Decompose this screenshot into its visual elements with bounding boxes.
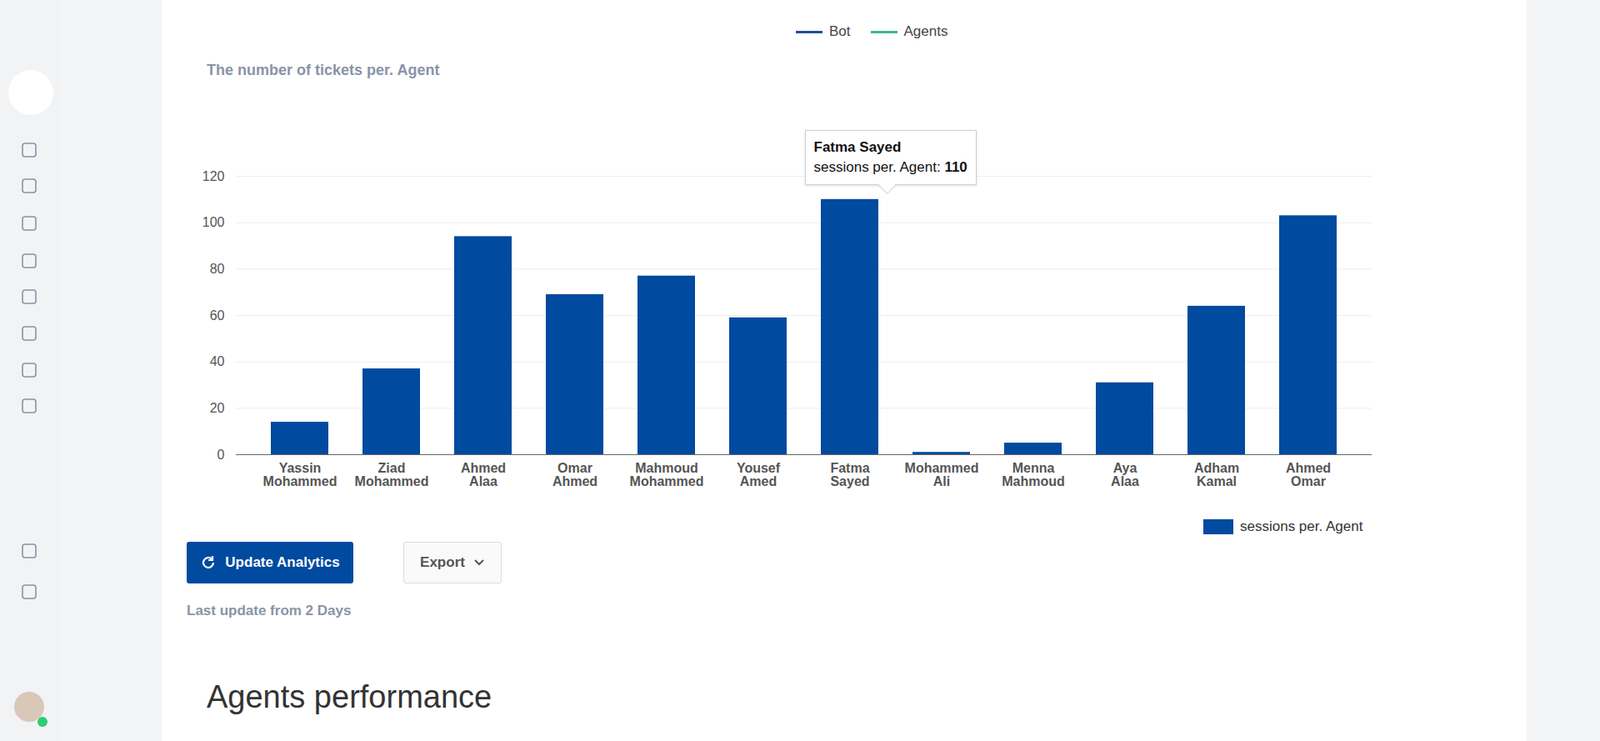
html-text:Fatma Sayed: Fatma Sayed [813, 139, 902, 156]
svg-text:0: 0 [217, 447, 225, 462]
svg-text:AdhamKamal: AdhamKamal [1194, 460, 1240, 489]
html-text:Export: Export [420, 554, 465, 570]
html-text:Agents: Agents [903, 23, 948, 40]
svg-text:60: 60 [210, 308, 225, 323]
html-text:Agents performance: Agents performance [206, 679, 492, 715]
html-text:sessions per. Agent: 110: sessions per. Agent: 110 [813, 159, 968, 175]
svg-text:AhmedOmar: AhmedOmar [1285, 460, 1331, 489]
svg-text:OmarAhmed: OmarAhmed [552, 460, 598, 489]
html-text:The number of tickets per. Age: The number of tickets per. Agent [206, 61, 440, 79]
svg-text:MahmoudMohammed: MahmoudMohammed [630, 460, 705, 489]
svg-text:AhmedAlaa: AhmedAlaa [460, 460, 506, 489]
svg-text:ZiadMohammed: ZiadMohammed [355, 460, 430, 489]
svg-text:MohammedAli: MohammedAli [905, 460, 980, 489]
svg-text:100: 100 [202, 215, 225, 230]
svg-text:MennaMahmoud: MennaMahmoud [1001, 460, 1065, 489]
svg-text:40: 40 [210, 354, 225, 369]
html-text:Last update from 2 Days: Last update from 2 Days [186, 602, 352, 619]
svg-text:20: 20 [210, 400, 225, 415]
html-text:sessions per. Agent: sessions per. Agent [1240, 518, 1363, 535]
svg-text:YousefAmed: YousefAmed [736, 460, 781, 489]
html-text:Update Analytics: Update Analytics [225, 554, 340, 570]
svg-text:FatmaSayed: FatmaSayed [830, 460, 870, 489]
svg-text:120: 120 [202, 169, 225, 184]
html-text:Bot: Bot [829, 23, 851, 40]
svg-text:YassinMohammed: YassinMohammed [263, 460, 338, 489]
svg-text:80: 80 [210, 261, 225, 276]
svg-text:AyaAlaa: AyaAlaa [1110, 460, 1140, 489]
